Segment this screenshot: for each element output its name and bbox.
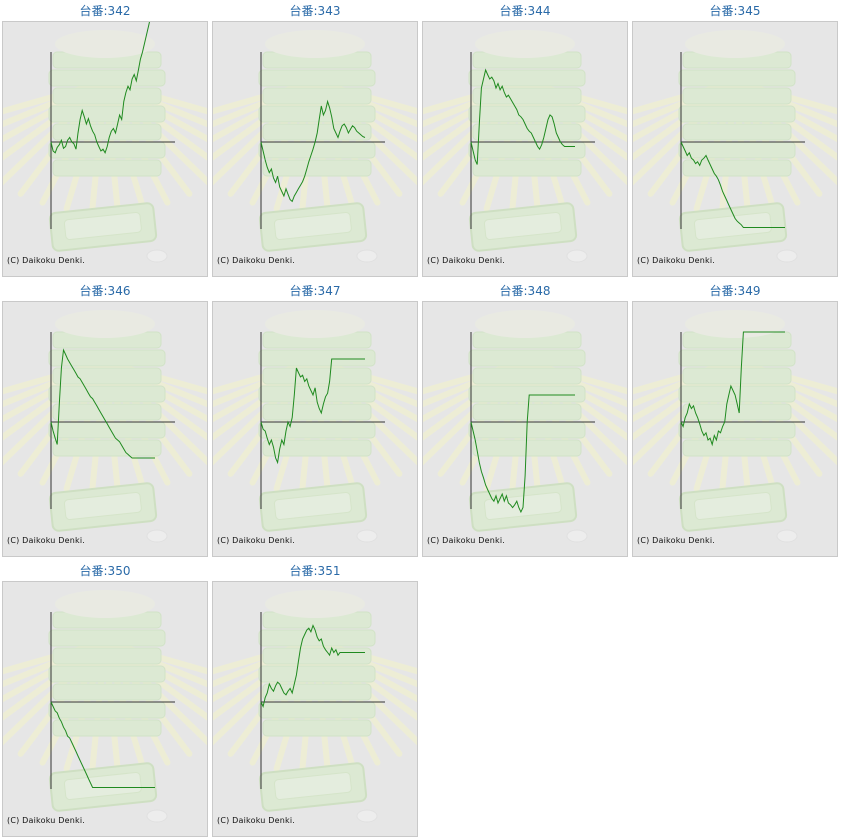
background-art bbox=[3, 30, 207, 263]
copyright-text: (C) Daikoku Denki. bbox=[637, 256, 716, 265]
slump-line bbox=[260, 624, 365, 709]
slump-line bbox=[260, 358, 365, 465]
machine-chart-card: 台番:351 (C) Daikoku Denki. bbox=[210, 560, 420, 840]
machine-chart-card: 台番:342 (C) Daikoku Denki. bbox=[0, 0, 210, 280]
pachinko-machine-watermark bbox=[213, 590, 417, 823]
machine-chart-card: 台番:344 (C) Daikoku Denki. bbox=[420, 0, 630, 280]
machine-chart-card: 台番:348 (C) Daikoku Denki. bbox=[420, 280, 630, 560]
background-art bbox=[423, 30, 627, 263]
slump-line bbox=[50, 22, 150, 155]
background-art bbox=[213, 590, 417, 823]
slump-graph-panel: (C) Daikoku Denki. bbox=[422, 21, 628, 277]
background-art bbox=[633, 310, 837, 543]
slump-graph-panel: (C) Daikoku Denki. bbox=[2, 581, 208, 837]
copyright-text: (C) Daikoku Denki. bbox=[427, 536, 506, 545]
slump-line bbox=[260, 99, 366, 203]
slump-line bbox=[470, 68, 575, 165]
machine-chart-card: 台番:349 (C) Daikoku Denki. bbox=[630, 280, 840, 560]
slump-line bbox=[50, 701, 155, 788]
copyright-text: (C) Daikoku Denki. bbox=[637, 536, 716, 545]
slump-graph bbox=[470, 332, 595, 514]
slump-graph-panel: (C) Daikoku Denki. bbox=[632, 21, 838, 277]
machine-chart-card: 台番:345 (C) Daikoku Denki. bbox=[630, 0, 840, 280]
slump-graph-panel: (C) Daikoku Denki. bbox=[2, 301, 208, 557]
copyright-text: (C) Daikoku Denki. bbox=[217, 816, 296, 825]
machine-number-title[interactable]: 台番:343 bbox=[289, 4, 341, 18]
slump-graph-panel: (C) Daikoku Denki. bbox=[632, 301, 838, 557]
slump-line bbox=[680, 331, 785, 447]
slump-graph-panel: (C) Daikoku Denki. bbox=[212, 301, 418, 557]
background-art bbox=[3, 310, 207, 543]
copyright-text: (C) Daikoku Denki. bbox=[7, 816, 86, 825]
machine-chart-card: 台番:346 (C) Daikoku Denki. bbox=[0, 280, 210, 560]
machine-number-title[interactable]: 台番:350 bbox=[79, 564, 131, 578]
slump-line bbox=[470, 394, 575, 514]
slump-graph-panel: (C) Daikoku Denki. bbox=[212, 21, 418, 277]
slump-graph bbox=[260, 612, 385, 789]
slump-graph-panel: (C) Daikoku Denki. bbox=[422, 301, 628, 557]
pachinko-machine-watermark bbox=[633, 310, 837, 543]
pachinko-machine-watermark bbox=[633, 30, 837, 263]
slump-graph bbox=[260, 52, 385, 229]
slump-graph bbox=[50, 612, 175, 789]
slump-graph bbox=[50, 332, 175, 509]
slump-graph bbox=[260, 332, 385, 509]
machine-number-title[interactable]: 台番:346 bbox=[79, 284, 131, 298]
pachinko-machine-watermark bbox=[423, 30, 627, 263]
copyright-text: (C) Daikoku Denki. bbox=[7, 256, 86, 265]
machine-number-title[interactable]: 台番:342 bbox=[79, 4, 131, 18]
slump-graph bbox=[680, 331, 805, 509]
machine-number-title[interactable]: 台番:348 bbox=[499, 284, 551, 298]
pachinko-machine-watermark bbox=[423, 310, 627, 543]
copyright-text: (C) Daikoku Denki. bbox=[217, 536, 296, 545]
machine-number-title[interactable]: 台番:344 bbox=[499, 4, 551, 18]
slump-line bbox=[50, 348, 155, 459]
slump-graph bbox=[50, 22, 175, 229]
copyright-text: (C) Daikoku Denki. bbox=[217, 256, 296, 265]
slump-graph bbox=[680, 52, 805, 229]
copyright-text: (C) Daikoku Denki. bbox=[427, 256, 506, 265]
machine-number-title[interactable]: 台番:351 bbox=[289, 564, 341, 578]
slump-graph bbox=[470, 52, 595, 229]
background-art bbox=[423, 310, 627, 543]
machine-number-title[interactable]: 台番:349 bbox=[709, 284, 761, 298]
machine-chart-card: 台番:343 (C) Daikoku Denki. bbox=[210, 0, 420, 280]
machine-number-title[interactable]: 台番:345 bbox=[709, 4, 761, 18]
background-art bbox=[633, 30, 837, 263]
copyright-text: (C) Daikoku Denki. bbox=[7, 536, 86, 545]
slump-graph-panel: (C) Daikoku Denki. bbox=[2, 21, 208, 277]
pachinko-machine-watermark bbox=[3, 30, 207, 263]
machine-chart-card: 台番:350 (C) Daikoku Denki. bbox=[0, 560, 210, 840]
slump-line bbox=[680, 141, 785, 228]
machine-chart-card: 台番:347 (C) Daikoku Denki. bbox=[210, 280, 420, 560]
machine-number-title[interactable]: 台番:347 bbox=[289, 284, 341, 298]
pachinko-machine-watermark bbox=[3, 310, 207, 543]
slump-graph-panel: (C) Daikoku Denki. bbox=[212, 581, 418, 837]
